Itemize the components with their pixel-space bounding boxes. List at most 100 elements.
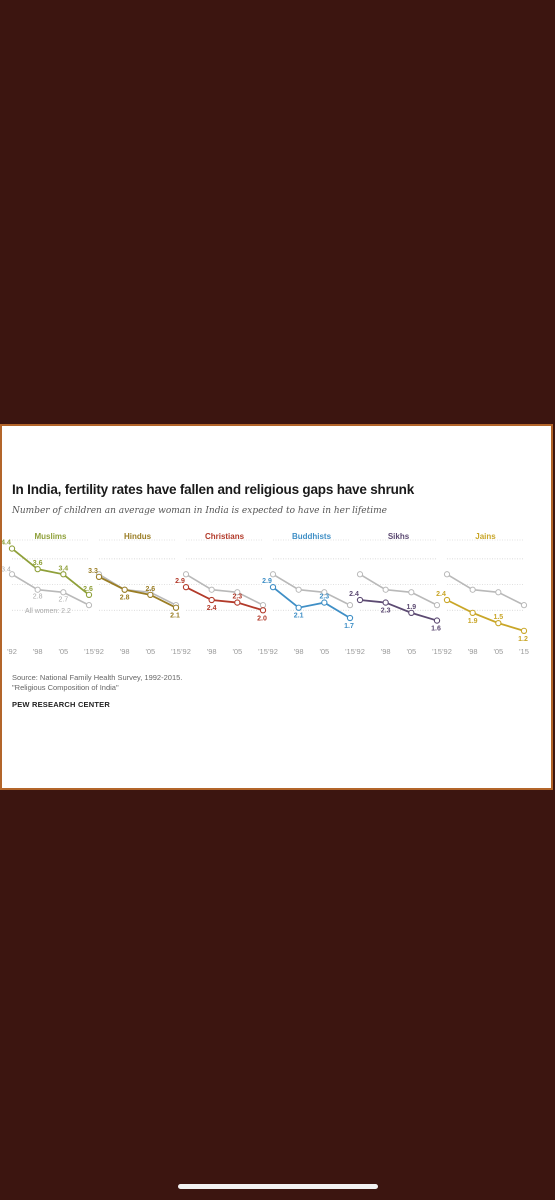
data-label: 3.4 <box>58 565 68 572</box>
all-women-point <box>433 602 441 609</box>
data-label: 2.6 <box>83 586 93 593</box>
home-indicator[interactable] <box>178 1184 378 1189</box>
data-label: 3.6 <box>33 560 43 567</box>
data-label: 2.1 <box>170 613 180 620</box>
x-tick-label: '98 <box>33 647 43 656</box>
data-label: 1.6 <box>431 626 441 633</box>
data-point <box>182 583 190 591</box>
all-women-line <box>446 573 525 606</box>
all-women-line <box>185 573 264 606</box>
data-label: 2.4 <box>207 605 217 612</box>
x-tick-label: '15 <box>519 647 529 656</box>
data-label: 2.6 <box>145 586 155 593</box>
data-point <box>469 609 476 617</box>
data-point <box>382 599 389 606</box>
chart-title: In India, fertility rates have fallen an… <box>12 482 415 497</box>
data-label: 1.9 <box>468 618 478 625</box>
data-label: 1.7 <box>344 623 354 630</box>
source-note: Source: National Family Health Survey, 1… <box>12 673 182 693</box>
all-women-point <box>208 586 215 593</box>
data-label: 2.1 <box>294 613 304 620</box>
data-point <box>443 596 451 604</box>
data-point <box>8 545 16 552</box>
data-label: 3.3 <box>88 568 98 575</box>
x-tick-label: '05 <box>145 647 155 656</box>
data-point <box>356 596 364 604</box>
all-women-point <box>259 602 267 609</box>
data-point <box>295 604 302 611</box>
x-tick-label: '05 <box>232 647 242 656</box>
data-label: 2.3 <box>319 594 329 601</box>
data-point <box>520 627 528 635</box>
chart-subtitle: Number of children an average woman in I… <box>12 506 387 516</box>
data-point <box>34 565 41 573</box>
data-point <box>433 617 441 624</box>
all-women-label: 2.7 <box>58 596 68 603</box>
x-tick-label: '92 <box>94 647 104 656</box>
x-tick-label: '92 <box>442 647 452 656</box>
all-women-point <box>408 589 415 596</box>
series-line <box>98 576 177 609</box>
data-point <box>85 591 93 599</box>
all-women-label: 2.8 <box>33 594 43 601</box>
all-women-point <box>520 602 528 609</box>
x-tick-label: '92 <box>355 647 365 656</box>
all-women-point <box>356 571 364 578</box>
all-women-line <box>98 573 177 606</box>
all-women-point <box>60 589 67 596</box>
chart-card: In India, fertility rates have fallen an… <box>0 424 553 790</box>
x-tick-label: '92 <box>268 647 278 656</box>
series-line <box>11 547 90 596</box>
x-tick-label: '05 <box>58 647 68 656</box>
all-women-point <box>495 589 502 596</box>
data-point <box>147 591 154 599</box>
x-tick-label: '15 <box>258 647 268 656</box>
x-tick-label: '98 <box>207 647 217 656</box>
data-label: 1.2 <box>518 636 528 643</box>
panel-title: Sikhs <box>388 532 410 541</box>
x-tick-label: '98 <box>120 647 130 656</box>
x-tick-label: '15 <box>84 647 94 656</box>
all-women-point <box>346 602 354 609</box>
panel-title: Christians <box>205 532 245 541</box>
source-text: Source: National Family Health Survey, 1… <box>12 673 183 682</box>
x-tick-label: '92 <box>181 647 191 656</box>
data-point <box>234 599 241 606</box>
data-point <box>208 596 215 604</box>
x-tick-label: '05 <box>493 647 503 656</box>
data-label: 2.4 <box>436 591 446 598</box>
x-tick-label: '98 <box>294 647 304 656</box>
panel-title: Jains <box>475 532 496 541</box>
data-point <box>121 586 128 593</box>
data-point <box>408 609 415 617</box>
data-point <box>346 614 354 622</box>
panel-title: Hindus <box>124 532 152 541</box>
data-point <box>495 619 502 627</box>
all-women-point <box>469 586 476 593</box>
data-point <box>321 599 328 606</box>
all-women-line <box>272 573 351 606</box>
x-tick-label: '92 <box>7 647 17 656</box>
series-line <box>272 586 351 619</box>
series-line <box>359 599 438 622</box>
all-women-point <box>234 589 241 596</box>
all-women-point <box>295 586 302 593</box>
data-label: 4.4 <box>2 540 11 547</box>
x-tick-label: '15 <box>432 647 442 656</box>
all-women-point <box>34 586 41 593</box>
x-tick-label: '05 <box>319 647 329 656</box>
all-women-line <box>11 573 90 606</box>
data-label: 2.9 <box>262 578 272 585</box>
data-label: 2.4 <box>349 591 359 598</box>
all-women-point <box>269 571 277 578</box>
panel-title: Muslims <box>34 532 67 541</box>
data-label: 2.0 <box>257 615 267 622</box>
series-line <box>185 586 264 612</box>
x-tick-label: '98 <box>468 647 478 656</box>
x-tick-label: '15 <box>345 647 355 656</box>
data-label: 1.9 <box>406 604 416 611</box>
x-tick-label: '15 <box>171 647 181 656</box>
small-multiples-chart: Muslims 4.4 3.6 3.4 2.6 3.4 2.8 2.7 All women: 2… <box>2 532 529 656</box>
all-women-point <box>8 571 16 578</box>
data-point <box>259 607 267 614</box>
